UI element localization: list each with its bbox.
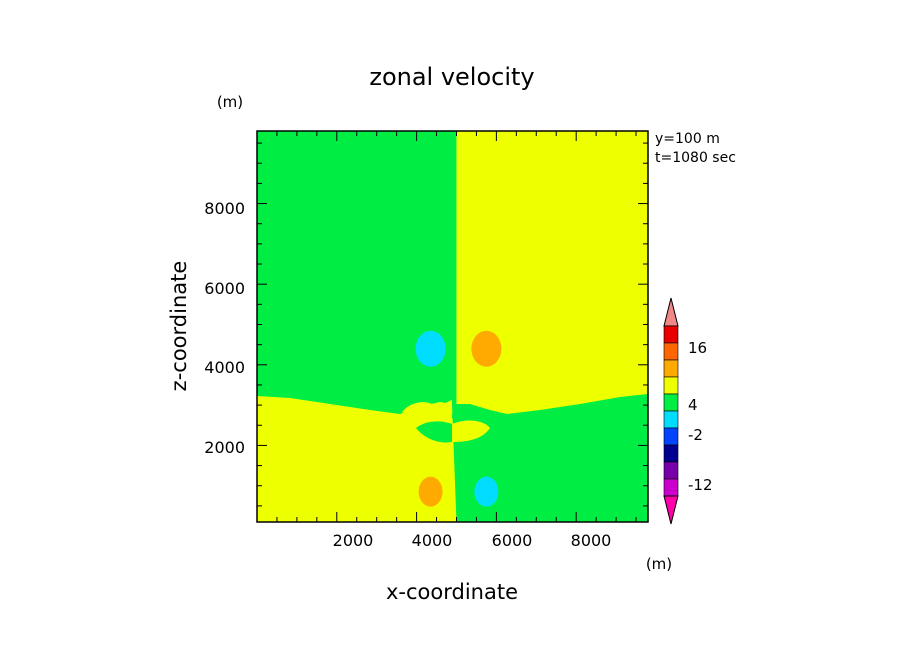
velocity-field (257, 131, 648, 522)
y-axis-title: z-coordinate (167, 261, 191, 392)
colorbar-top-arrow (663, 297, 679, 327)
interface-blob-lower-right (452, 420, 490, 442)
colorbar-label: -12 (688, 476, 713, 494)
colorbar-swatch (663, 478, 679, 497)
annotation-time: t=1080 sec (655, 150, 736, 166)
colorbar-label: 4 (688, 396, 698, 414)
interface-blob-lower-left (416, 421, 452, 443)
interface-blob-right (452, 410, 490, 422)
colorbar-swatch (663, 461, 679, 480)
y-tick-label: 6000 (204, 279, 245, 298)
x-tick-label: 6000 (492, 531, 533, 550)
y-tick-label: 2000 (204, 438, 245, 457)
x-axis-title: x-coordinate (386, 580, 518, 604)
colorbar-swatch (663, 444, 679, 463)
colorbar-swatch (663, 410, 679, 429)
chart-title: zonal velocity (369, 63, 534, 91)
colorbar-swatch (663, 427, 679, 446)
region-lower-left (257, 396, 457, 522)
colorbar-swatch (663, 376, 679, 395)
x-tick-label: 4000 (412, 531, 453, 550)
colorbar-label: 16 (688, 339, 707, 357)
plot-frame (256, 130, 649, 523)
region-lower-right (456, 394, 648, 522)
cell-upper-right (471, 330, 502, 367)
annotation-y-level: y=100 m (655, 131, 720, 147)
y-unit-label: (m) (217, 93, 243, 111)
x-tick-label: 8000 (571, 531, 612, 550)
colorbar-unit-label: (m) (646, 555, 672, 573)
colorbar-label: -2 (688, 426, 703, 444)
colorbar-swatch (663, 393, 679, 412)
cell-lower-right (474, 476, 499, 507)
x-tick-label: 2000 (333, 531, 374, 550)
cell-lower-left (418, 476, 443, 507)
colorbar-swatch (663, 342, 679, 361)
y-tick-label: 8000 (204, 199, 245, 218)
interface-blob-left (402, 400, 452, 419)
colorbar-swatch (663, 359, 679, 378)
cell-upper-left (415, 330, 446, 367)
y-tick-label: 4000 (204, 358, 245, 377)
colorbar (663, 297, 679, 525)
axis-ticks (257, 131, 648, 522)
colorbar-bottom-arrow (663, 495, 679, 525)
colorbar-swatch (663, 325, 679, 344)
